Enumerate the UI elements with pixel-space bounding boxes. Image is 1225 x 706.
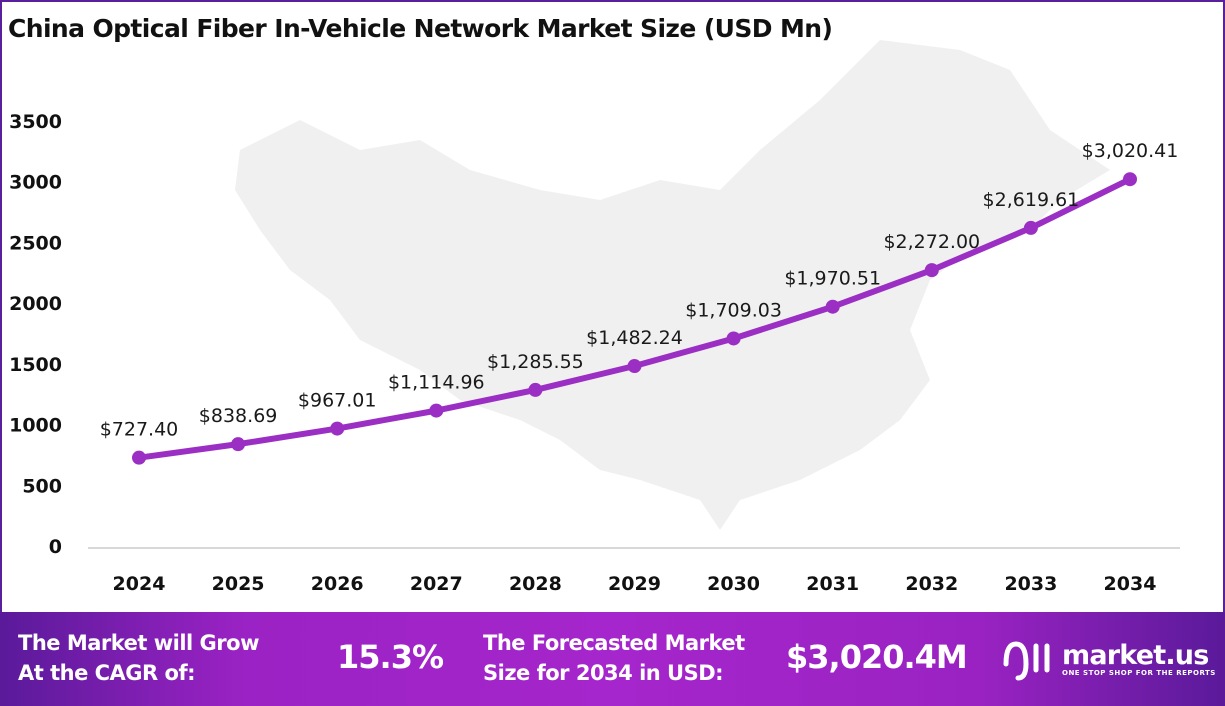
chart-title: China Optical Fiber In-Vehicle Network M… bbox=[8, 14, 841, 43]
forecast-label: The Forecasted Market Size for 2034 in U… bbox=[483, 628, 745, 688]
data-point bbox=[231, 437, 246, 452]
data-label: $838.69 bbox=[199, 405, 278, 427]
x-tick-label: 2027 bbox=[410, 573, 463, 595]
x-tick-label: 2025 bbox=[212, 573, 265, 595]
data-point bbox=[528, 382, 543, 397]
cagr-label: The Market will Grow At the CAGR of: bbox=[18, 628, 259, 688]
forecast-value: $3,020.4M bbox=[786, 638, 968, 676]
x-tick-label: 2033 bbox=[1004, 573, 1057, 595]
x-tick-label: 2030 bbox=[707, 573, 760, 595]
data-label: $727.40 bbox=[100, 419, 179, 441]
cagr-label-line1: The Market will Grow bbox=[18, 631, 259, 655]
data-label: $967.01 bbox=[298, 390, 377, 412]
china-map-background bbox=[235, 40, 1110, 530]
line-chart: 0 500 1000 1500 2000 2500 3000 3500 2024 2025 202… bbox=[9, 40, 1180, 595]
data-point bbox=[627, 359, 642, 374]
data-point bbox=[924, 263, 939, 278]
logo-tagline: ONE STOP SHOP FOR THE REPORTS bbox=[1062, 668, 1216, 677]
x-tick-label: 2024 bbox=[113, 573, 166, 595]
x-tick-label: 2034 bbox=[1104, 573, 1157, 595]
data-point bbox=[429, 403, 444, 418]
cagr-value: 15.3% bbox=[337, 638, 444, 676]
forecast-label-line1: The Forecasted Market bbox=[483, 631, 745, 655]
y-tick-label: 3500 bbox=[9, 111, 62, 133]
x-tick-label: 2029 bbox=[608, 573, 661, 595]
data-point bbox=[726, 331, 741, 346]
y-tick-label: 3000 bbox=[9, 172, 62, 194]
logo-name: market.us bbox=[1062, 639, 1209, 671]
y-tick-label: 1000 bbox=[9, 415, 62, 437]
x-tick-label: 2028 bbox=[509, 573, 562, 595]
cagr-label-line2: At the CAGR of: bbox=[18, 661, 195, 685]
data-label: $1,709.03 bbox=[685, 299, 782, 321]
x-tick-label: 2032 bbox=[905, 573, 958, 595]
data-label: $2,272.00 bbox=[883, 231, 980, 253]
data-point bbox=[132, 450, 146, 465]
data-label: $1,114.96 bbox=[388, 372, 485, 394]
x-tick-label: 2026 bbox=[311, 573, 364, 595]
data-label: $1,482.24 bbox=[586, 327, 683, 349]
data-label: $3,020.41 bbox=[1082, 140, 1179, 162]
data-label: $1,285.55 bbox=[487, 351, 584, 373]
y-tick-label: 2000 bbox=[9, 293, 62, 315]
data-point bbox=[825, 299, 840, 314]
data-label: $2,619.61 bbox=[983, 189, 1080, 211]
y-tick-label: 500 bbox=[22, 475, 62, 497]
data-point bbox=[330, 421, 345, 436]
summary-banner: The Market will Grow At the CAGR of: 15.… bbox=[0, 612, 1225, 706]
data-label: $1,970.51 bbox=[784, 268, 881, 290]
data-point bbox=[1023, 220, 1038, 235]
forecast-label-line2: Size for 2034 in USD: bbox=[483, 661, 724, 685]
y-tick-label: 2500 bbox=[9, 232, 62, 254]
y-tick-label: 0 bbox=[49, 536, 62, 558]
x-tick-label: 2031 bbox=[806, 573, 859, 595]
market-us-logo-icon bbox=[1003, 641, 1050, 681]
y-tick-label: 1500 bbox=[9, 354, 62, 376]
market-us-logo: market.us ONE STOP SHOP FOR THE REPORTS bbox=[1000, 634, 1216, 682]
data-point bbox=[1123, 172, 1137, 187]
